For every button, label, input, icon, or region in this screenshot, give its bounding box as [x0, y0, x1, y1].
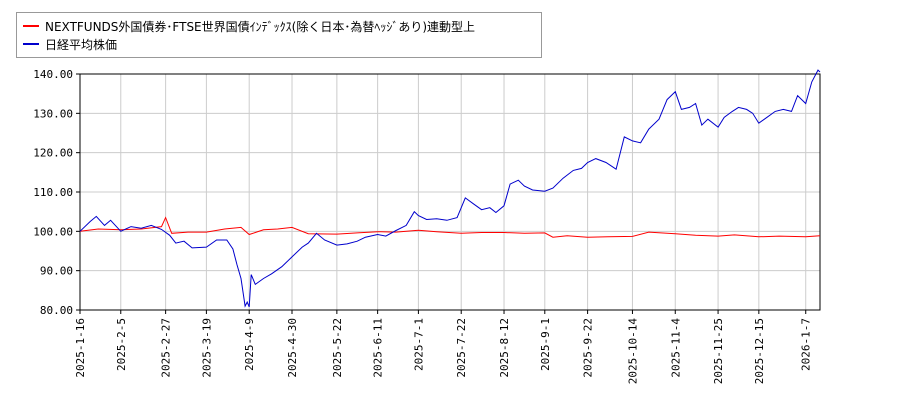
plot-frame — [79, 73, 821, 311]
x-tick-label: 2025-9-1 — [539, 318, 552, 371]
x-tick-label: 2025-11-25 — [712, 318, 725, 384]
x-tick-label: 2025-7-1 — [412, 318, 425, 371]
x-tick-label: 2025-4-30 — [286, 318, 299, 378]
x-tick-label: 2025-3-19 — [200, 318, 213, 378]
x-tick-label: 2025-11-4 — [669, 318, 682, 378]
x-tick-label: 2025-1-16 — [74, 318, 87, 378]
y-tick-label: 120.00 — [33, 147, 73, 160]
y-tick-label: 100.00 — [33, 225, 73, 238]
x-tick-label: 2025-7-22 — [455, 318, 468, 378]
legend-item-fund: NEXTFUNDS外国債券･FTSE世界国債ｲﾝﾃﾞｯｸｽ(除く日本･為替ﾍｯｼ… — [23, 17, 475, 35]
series-line-fund — [79, 216, 821, 238]
series-line-nikkei — [79, 69, 821, 308]
x-tick-label: 2025-4-9 — [243, 318, 256, 371]
legend-label-fund: NEXTFUNDS外国債券･FTSE世界国債ｲﾝﾃﾞｯｸｽ(除く日本･為替ﾍｯｼ… — [45, 19, 476, 34]
y-tick-label: 110.00 — [33, 186, 73, 199]
x-tick-label: 2025-2-27 — [160, 318, 173, 378]
x-tick-label: 2025-12-15 — [753, 318, 766, 384]
x-tick-label: 2025-2-5 — [115, 318, 128, 371]
legend-label-nikkei: 日経平均株価 — [45, 37, 118, 52]
grid-layer — [79, 73, 820, 311]
chart-legend: NEXTFUNDS外国債券･FTSE世界国債ｲﾝﾃﾞｯｸｽ(除く日本･為替ﾍｯｼ… — [16, 12, 542, 58]
y-tick-label: 140.00 — [33, 68, 73, 81]
y-tick-label: 130.00 — [33, 107, 73, 120]
axis-layer: 80.00 90.00 100.00 110.00 120.00 130.00 140.00… — [33, 68, 821, 385]
x-tick-label: 2025-8-12 — [498, 318, 511, 378]
series-layer — [79, 69, 821, 308]
x-tick-label: 2025-9-22 — [582, 318, 595, 378]
x-tick-label: 2025-5-22 — [331, 318, 344, 378]
legend-swatch-fund — [23, 25, 39, 27]
x-tick-label: 2025-10-14 — [626, 318, 639, 385]
y-tick-label: 90.00 — [40, 265, 73, 278]
legend-item-nikkei: 日経平均株価 — [23, 35, 117, 53]
x-tick-label: 2025-6-11 — [372, 318, 385, 378]
y-tick-label: 80.00 — [40, 304, 73, 317]
x-tick-label: 2026-1-7 — [800, 318, 813, 371]
legend-swatch-nikkei — [23, 43, 39, 45]
